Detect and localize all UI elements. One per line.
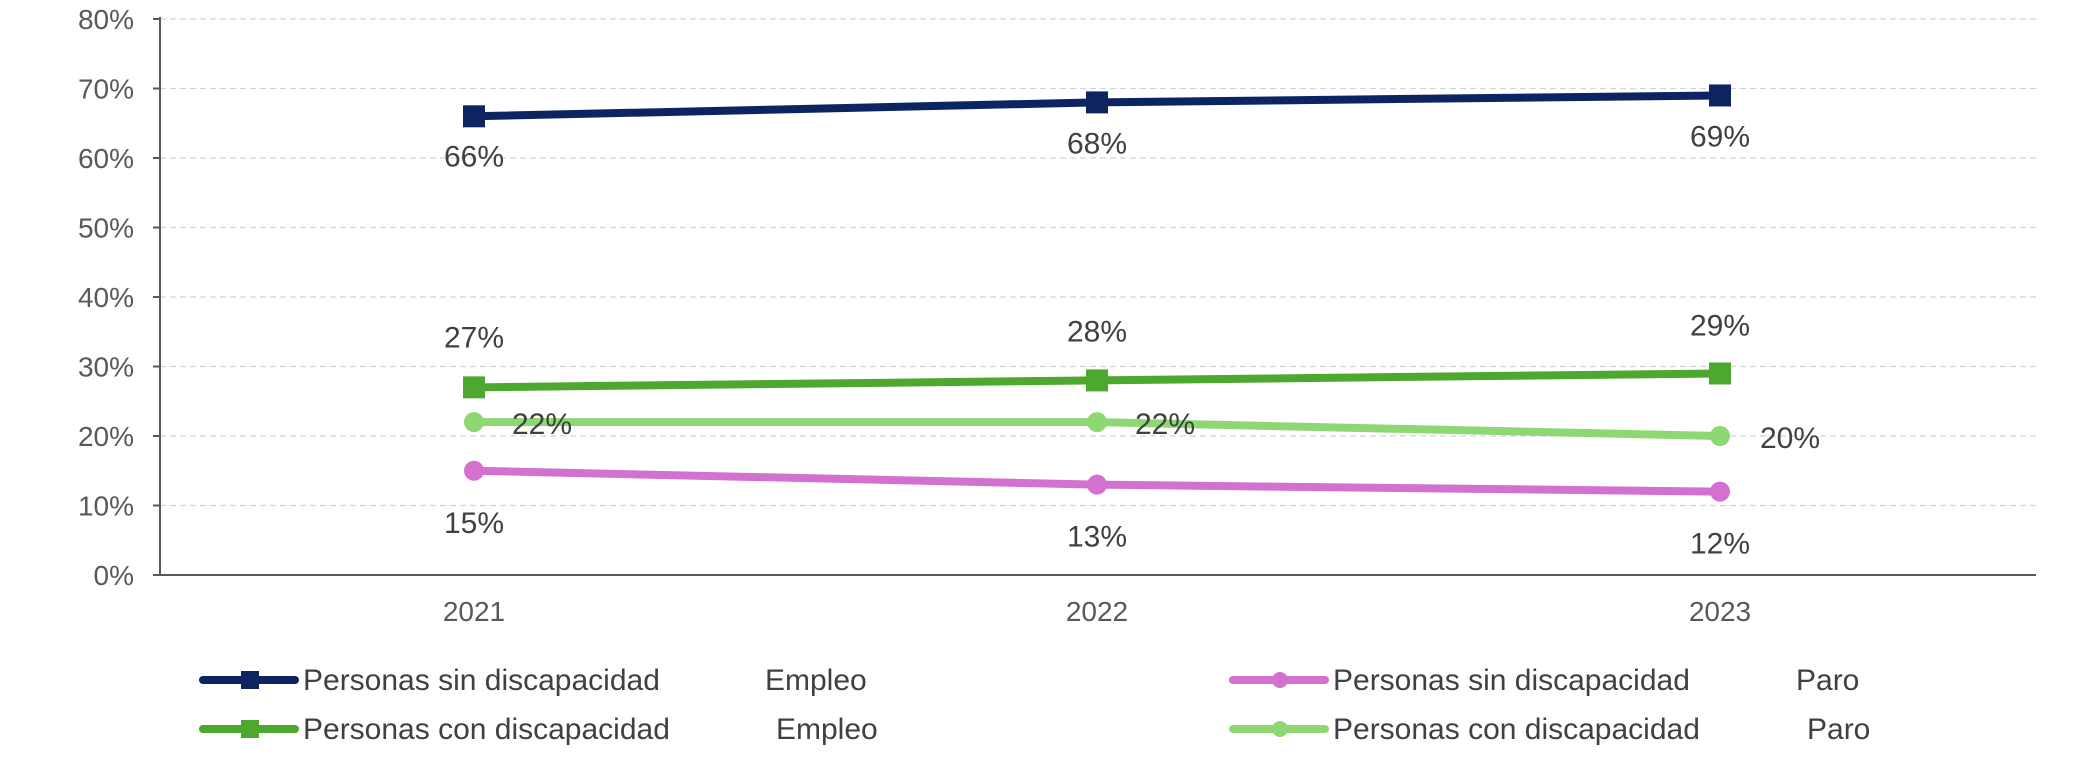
axes	[159, 17, 2036, 576]
y-tick-label: 30%	[78, 352, 134, 383]
data-point-marker	[463, 105, 485, 128]
data-label: 15%	[444, 507, 504, 540]
data-point-marker	[1710, 426, 1730, 446]
legend-item: Personas sin discapacidad Paro	[1229, 664, 1859, 697]
y-axis-ticks: 0% 10% 20% 30% 40% 50% 60% 70% 80%	[78, 4, 160, 591]
legend-series-name: Personas con discapacidad	[1333, 713, 1700, 746]
x-tick-label: 2023	[1689, 596, 1751, 627]
data-label: 66%	[444, 140, 504, 173]
x-tick-label: 2022	[1066, 596, 1128, 627]
legend-series-indicator: Paro	[1807, 713, 1870, 746]
data-point-marker	[1086, 91, 1108, 114]
data-point-marker	[1709, 84, 1731, 107]
legend-series-name: Personas con discapacidad	[303, 713, 670, 746]
legend-series-name: Personas sin discapacidad	[303, 664, 660, 697]
data-point-marker	[1086, 369, 1108, 392]
series-lines	[463, 84, 1731, 502]
y-tick-label: 0%	[94, 560, 134, 591]
data-label: 13%	[1067, 521, 1127, 554]
legend-swatch-marker	[1272, 721, 1288, 737]
legend-series-indicator: Empleo	[776, 713, 878, 746]
data-point-marker	[1087, 474, 1107, 495]
data-label: 22%	[512, 408, 572, 441]
data-point-marker	[464, 412, 484, 433]
legend: Personas sin discapacidad EmpleoPersonas …	[199, 664, 1870, 746]
data-label: 27%	[444, 321, 504, 354]
legend-item: Personas con discapacidad Empleo	[199, 713, 878, 746]
x-axis-ticks: 2021 2022 2023	[443, 596, 1751, 627]
data-label: 12%	[1690, 528, 1750, 561]
y-tick-label: 60%	[78, 143, 134, 174]
y-tick-label: 70%	[78, 74, 134, 105]
data-point-marker	[1709, 362, 1731, 385]
legend-series-indicator: Paro	[1796, 664, 1859, 697]
data-label: 28%	[1067, 315, 1127, 348]
data-label: 29%	[1690, 309, 1750, 342]
data-point-marker	[464, 460, 484, 481]
legend-series-indicator: Empleo	[765, 664, 867, 697]
legend-item: Personas sin discapacidad Empleo	[199, 664, 867, 697]
y-tick-label: 80%	[78, 4, 134, 35]
data-label: 69%	[1690, 120, 1750, 153]
legend-swatch-marker	[241, 671, 259, 689]
legend-swatch-marker	[1272, 672, 1288, 688]
x-tick-label: 2021	[443, 596, 505, 627]
y-tick-label: 40%	[78, 282, 134, 313]
y-tick-label: 20%	[78, 421, 134, 452]
legend-swatch-marker	[241, 720, 259, 738]
y-tick-label: 10%	[78, 491, 134, 522]
data-label: 68%	[1067, 127, 1127, 160]
legend-series-name: Personas sin discapacidad	[1333, 664, 1690, 697]
data-point-marker	[463, 376, 485, 399]
data-label: 20%	[1760, 422, 1820, 455]
y-tick-label: 50%	[78, 213, 134, 244]
data-point-marker	[1087, 412, 1107, 433]
data-point-marker	[1710, 481, 1730, 502]
data-label: 22%	[1135, 408, 1195, 441]
legend-item: Personas con discapacidad Paro	[1229, 713, 1870, 746]
data-labels: 66% 68% 69% 27% 28% 29% 15% 13% 12% 22% 22% 20%	[444, 120, 1820, 560]
